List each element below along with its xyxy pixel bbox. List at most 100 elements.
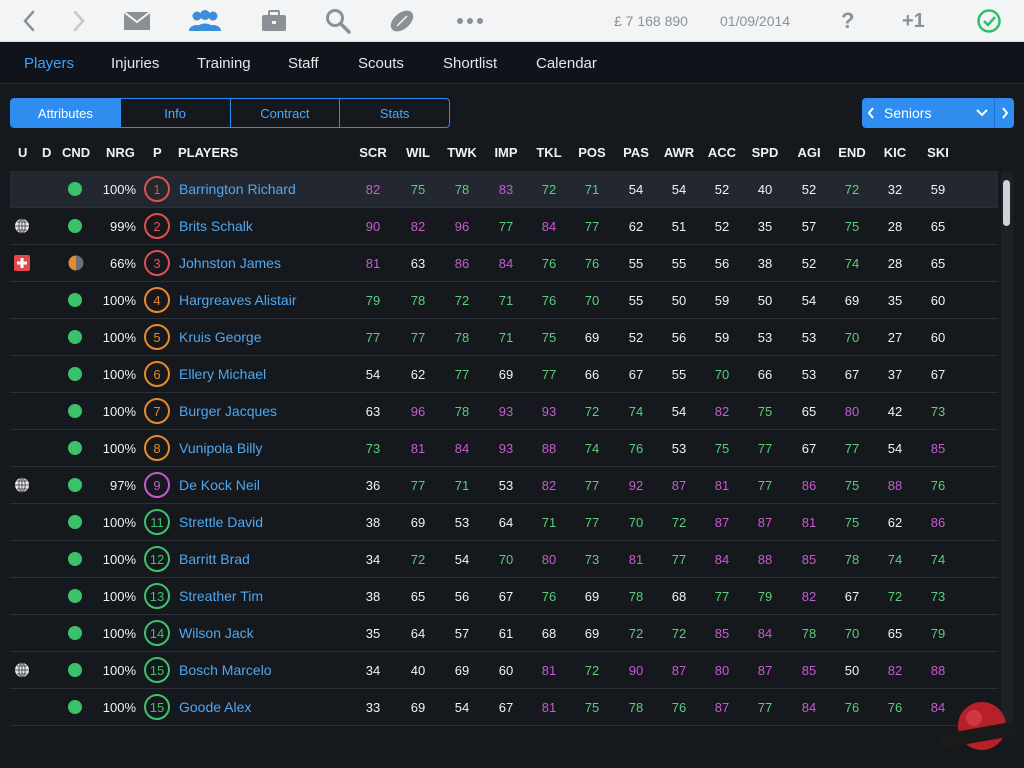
squad-selector: Seniors [862, 98, 1014, 128]
plus-one-button[interactable]: +1 [902, 9, 925, 32]
player-name[interactable]: Barrington Richard [179, 181, 296, 197]
col-kic[interactable]: KIC [883, 144, 907, 160]
table-row[interactable]: 100% 4 Hargreaves Alistair 79 78 72 71 76 70 55 50… [10, 282, 998, 319]
chevron-right-icon[interactable] [994, 98, 1014, 128]
col-pas[interactable]: PAS [623, 144, 649, 160]
stat-spd: 79 [757, 588, 773, 604]
table-row[interactable]: 100% 12 Barritt Brad 34 72 54 70 80 73 81 77 84 88 85… [10, 541, 998, 578]
player-name[interactable]: Streather Tim [179, 588, 264, 604]
col-tkl[interactable]: TKL [536, 144, 562, 160]
clock-icon[interactable] [974, 0, 1004, 42]
stat-imp: 60 [498, 662, 514, 678]
table-row[interactable]: 100% 6 Ellery Michael 54 62 77 69 77 66 67 55 70 66 5… [10, 356, 998, 393]
col-players[interactable]: PLAYERS [178, 144, 239, 160]
col-wil[interactable]: WIL [406, 144, 430, 160]
player-name[interactable]: De Kock Neil [179, 477, 260, 493]
player-name[interactable]: Wilson Jack [179, 625, 254, 641]
energy-value: 99% [109, 218, 136, 234]
stat-spd: 84 [757, 625, 773, 641]
stat-imp: 64 [498, 514, 514, 530]
back-icon[interactable] [14, 0, 44, 42]
balance: £ 7 168 890 [614, 13, 688, 29]
briefcase-icon[interactable] [258, 0, 290, 42]
nav-staff[interactable]: Staff [288, 54, 319, 72]
col-p[interactable]: P [153, 144, 162, 160]
player-name[interactable]: Kruis George [179, 329, 262, 345]
col-cnd[interactable]: CND [62, 144, 91, 160]
table-row[interactable]: 99% 2 Brits Schalk 90 82 96 77 84 77 62 51 52 35 57 75… [10, 208, 998, 245]
col-awr[interactable]: AWR [663, 144, 695, 160]
col-u[interactable]: U [18, 144, 28, 160]
nav-shortlist[interactable]: Shortlist [443, 54, 498, 72]
chevron-left-icon[interactable] [862, 98, 880, 128]
more-icon[interactable] [452, 0, 488, 42]
table-row[interactable]: 97% 9 De Kock Neil 36 77 71 53 82 77 92 87 81 77 86 75… [10, 467, 998, 504]
player-name[interactable]: Strettle David [179, 514, 264, 530]
stat-pos: 71 [584, 181, 600, 197]
globe-icon [14, 467, 30, 503]
watermark-logo [938, 700, 1018, 760]
stat-acc: 85 [714, 625, 730, 641]
table-row[interactable]: 100% 11 Strettle David 38 69 53 64 71 77 70 72 87 87… [10, 504, 998, 541]
stat-kic: 37 [887, 366, 903, 382]
stat-wil: 77 [410, 477, 426, 493]
nav-training[interactable]: Training [197, 54, 251, 72]
forward-icon[interactable] [64, 0, 94, 42]
col-d[interactable]: D [42, 144, 52, 160]
col-imp[interactable]: IMP [494, 144, 518, 160]
tab-info[interactable]: Info [121, 99, 231, 127]
table-row[interactable]: 100% 8 Vunipola Billy 73 81 84 93 88 74 76 53 75 77 6… [10, 430, 998, 467]
stat-agi: 52 [801, 255, 817, 271]
stat-awr: 54 [671, 403, 687, 419]
mail-icon[interactable] [120, 0, 154, 42]
col-scr[interactable]: SCR [359, 144, 387, 160]
nav-scouts[interactable]: Scouts [358, 54, 404, 72]
stat-twk: 69 [454, 662, 470, 678]
stat-twk: 54 [454, 699, 470, 715]
help-icon[interactable]: ? [841, 8, 855, 33]
player-name[interactable]: Ellery Michael [179, 366, 267, 382]
table-row[interactable]: 100% 13 Streather Tim 38 65 56 67 76 69 78 68 77 79 8… [10, 578, 998, 615]
search-icon[interactable] [322, 0, 354, 42]
col-spd[interactable]: SPD [751, 144, 779, 160]
stat-kic: 35 [887, 292, 903, 308]
tab-contract[interactable]: Contract [231, 99, 341, 127]
col-agi[interactable]: AGI [797, 144, 821, 160]
player-name[interactable]: Bosch Marcelo [179, 662, 272, 678]
col-twk[interactable]: TWK [447, 144, 477, 160]
people-icon[interactable] [184, 0, 226, 42]
col-nrg[interactable]: NRG [106, 144, 135, 160]
squad-selector-label[interactable]: Seniors [884, 105, 932, 121]
stat-awr: 55 [671, 366, 687, 382]
col-pos[interactable]: POS [578, 144, 606, 160]
player-name[interactable]: Brits Schalk [179, 218, 253, 234]
tab-stats[interactable]: Stats [379, 105, 410, 121]
rugby-ball-icon[interactable] [386, 0, 418, 42]
tab-attributes[interactable]: Attributes [11, 99, 121, 127]
table-row[interactable]: 100% 1 Barrington Richard 82 75 78 83 72 71 54 54 5… [10, 171, 998, 208]
player-name[interactable]: Vunipola Billy [179, 440, 263, 456]
player-name[interactable]: Barritt Brad [179, 551, 250, 567]
col-end[interactable]: END [838, 144, 866, 160]
chevron-down-icon[interactable] [970, 98, 994, 128]
table-row[interactable]: 100% 15 Bosch Marcelo 34 40 69 60 81 72 90 87 80 87 8… [10, 652, 998, 689]
condition-indicator [68, 504, 82, 540]
table-row[interactable]: 100% 5 Kruis George 77 77 78 71 75 69 52 56 59 53 53 7… [10, 319, 998, 356]
table-row[interactable]: 66% 3 Johnston James 81 63 86 84 76 76 55 55 56 38 52… [10, 245, 998, 282]
col-ski[interactable]: SKI [927, 144, 949, 160]
table-row[interactable]: 100% 14 Wilson Jack 35 64 57 61 68 69 72 72 85 84 78 7… [10, 615, 998, 652]
condition-indicator [68, 430, 82, 466]
nav-calendar[interactable]: Calendar [536, 54, 597, 72]
player-name[interactable]: Burger Jacques [179, 403, 278, 419]
player-name[interactable]: Hargreaves Alistair [179, 292, 297, 308]
scrollbar-thumb[interactable] [1003, 180, 1010, 226]
col-acc[interactable]: ACC [707, 144, 737, 160]
player-name[interactable]: Goode Alex [179, 699, 252, 715]
table-row[interactable]: 100% 7 Burger Jacques 63 96 78 93 93 72 74 54 82 75 6… [10, 393, 998, 430]
scrollbar-track[interactable] [1001, 172, 1013, 726]
player-name[interactable]: Johnston James [179, 255, 281, 271]
nav-injuries[interactable]: Injuries [111, 54, 160, 72]
table-row[interactable]: 100% 15 Goode Alex 33 69 54 67 81 75 78 76 87 77 84 76… [10, 689, 998, 726]
nav-players[interactable]: Players [24, 54, 75, 72]
stat-pas: 72 [628, 625, 644, 641]
